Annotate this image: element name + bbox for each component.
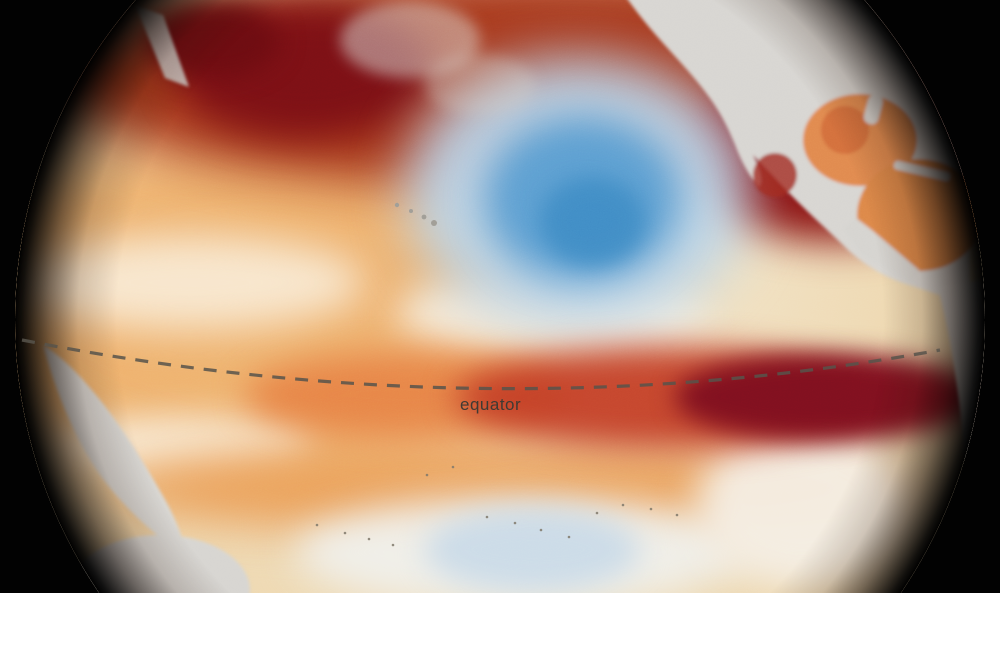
legend-footer: July 2023 compared to 1985-1993* Differe… <box>0 593 1000 666</box>
globe <box>15 0 985 593</box>
space-background: equator <box>0 0 1000 593</box>
dither-texture <box>15 0 985 593</box>
equator-label: equator <box>460 395 522 414</box>
